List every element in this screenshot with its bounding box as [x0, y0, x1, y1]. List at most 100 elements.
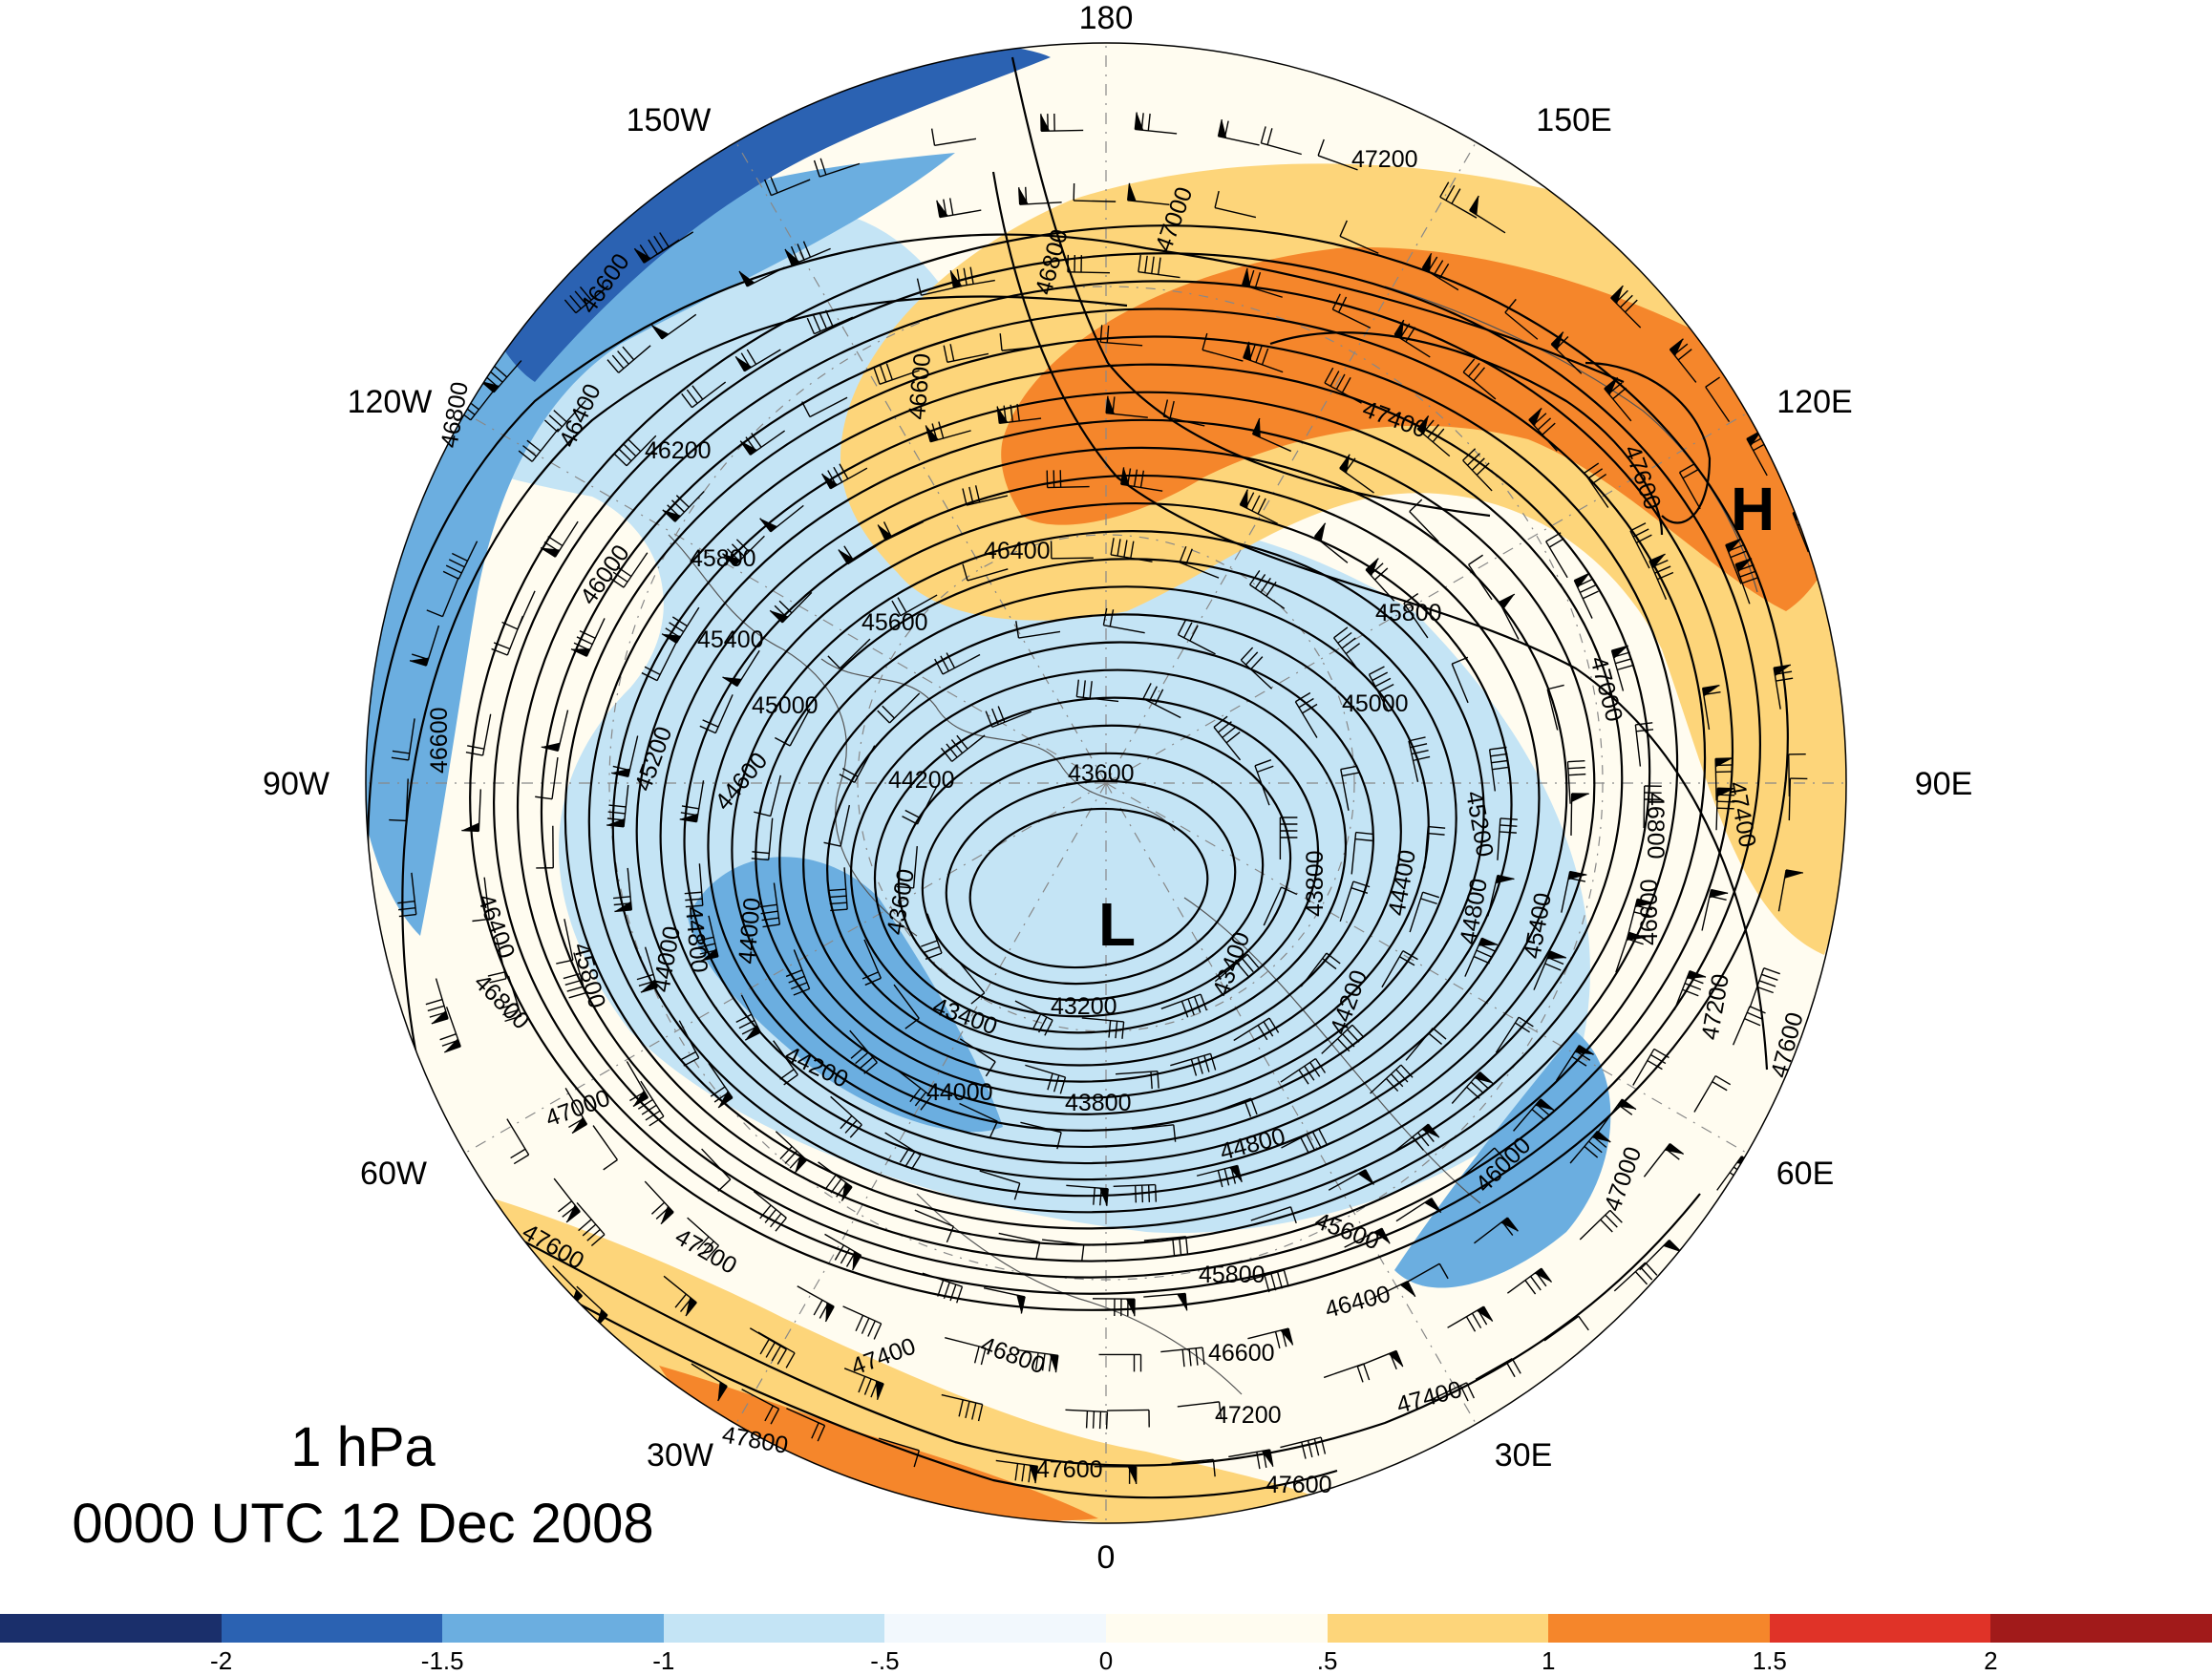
wind-barb-feather	[406, 1114, 421, 1121]
contour-label: 46200	[645, 437, 712, 464]
contour-label: 47600	[1266, 1472, 1332, 1498]
contour-label: 43800	[1302, 850, 1329, 917]
contour-label: 45000	[1342, 690, 1409, 717]
wind-barb-staff	[1861, 792, 1863, 834]
wind-barb	[368, 1004, 384, 1049]
wind-barb-feather	[1830, 595, 1846, 599]
colorbar-tick-label: -1.5	[421, 1646, 464, 1676]
wind-barb-feather	[1842, 949, 1859, 954]
wind-barb-feather	[1832, 982, 1848, 987]
wind-barb-feather	[1863, 792, 1881, 793]
colorbar-segment	[1106, 1614, 1328, 1643]
wind-barb-feather	[470, 1200, 484, 1210]
colorbar-tick-label: -2	[210, 1646, 232, 1676]
lon-label-90w: 90W	[263, 766, 330, 802]
wind-barb-feather	[1862, 812, 1880, 813]
wind-barb-feather	[402, 491, 417, 499]
wind-barb-staff	[1107, 1410, 1149, 1411]
wind-barb	[1861, 792, 1881, 834]
lon-label-0: 0	[1097, 1539, 1116, 1576]
wind-barb-feather	[1100, 1411, 1101, 1429]
wind-barb-feather	[1862, 805, 1880, 806]
contour-label: 46600	[1636, 879, 1663, 945]
colorbar-tick-label: 0	[1099, 1646, 1113, 1676]
wind-barb-feather	[466, 1195, 480, 1204]
contour-label: 46600	[1208, 1340, 1275, 1367]
wind-barb-feather	[320, 867, 337, 868]
wind-barb-staff	[1052, 558, 1094, 559]
colorbar-segment	[1548, 1614, 1770, 1643]
wind-barb-feather	[1834, 606, 1851, 610]
lon-label-150w: 150W	[627, 102, 712, 138]
wind-barb-feather	[413, 1126, 428, 1134]
wind-barb-pennant	[1800, 1051, 1819, 1059]
wind-barb-feather	[1142, 1185, 1143, 1202]
wind-barb-staff	[1837, 929, 1847, 970]
colorbar	[0, 1614, 2212, 1643]
wind-barb-staff	[345, 649, 354, 690]
wind-barb-feather	[318, 758, 335, 760]
wind-barb-pennant	[1834, 606, 1851, 619]
colorbar-tick-label: -1	[652, 1646, 674, 1676]
wind-barb	[1834, 606, 1851, 651]
wind-barb-staff	[1847, 887, 1856, 928]
colorbar-segment	[1328, 1614, 1549, 1643]
colorbar-segment	[1770, 1614, 1991, 1643]
wind-barb-feather	[1828, 994, 1844, 1000]
wind-barb-feather	[330, 680, 347, 684]
wind-barb-feather	[1856, 887, 1873, 890]
wind-barb	[1828, 588, 1846, 633]
wind-barb-staff	[335, 832, 337, 874]
wind-barb-pennant	[351, 598, 371, 605]
wind-barb-feather	[1828, 588, 1844, 592]
wind-barb	[331, 907, 351, 951]
contour-label: 47200	[1215, 1402, 1282, 1429]
wind-barb-feather	[405, 485, 420, 494]
wind-barb-pennant	[1845, 929, 1864, 938]
wind-barb	[410, 1088, 428, 1133]
wind-barb-feather	[1796, 1070, 1811, 1077]
wind-barb-feather	[334, 656, 351, 661]
wind-barb-feather	[1801, 1057, 1817, 1065]
wind-barb-feather	[330, 673, 348, 677]
wind-barb-staff	[351, 620, 363, 660]
contour-label: 45800	[690, 545, 756, 572]
contour-label: 45400	[697, 626, 764, 653]
wind-barb-pennant	[1829, 982, 1848, 989]
wind-barb-feather	[1107, 1411, 1108, 1429]
low-pressure-center: L	[1098, 890, 1136, 959]
colorbar-tick-label: 2	[1984, 1646, 1997, 1676]
contour-label: 46400	[984, 538, 1051, 564]
wind-barb-feather	[319, 752, 336, 753]
colorbar-segment	[0, 1614, 222, 1643]
lon-label-180: 180	[1079, 0, 1134, 36]
wind-barb-feather	[321, 874, 338, 875]
high-pressure-center: H	[1731, 475, 1775, 543]
lon-label-120w: 120W	[348, 384, 433, 420]
wind-barb-feather	[1853, 900, 1870, 902]
wind-barb-staff	[345, 907, 351, 948]
wind-barb-staff	[1789, 754, 1790, 796]
pressure-level-title: 1 hPa	[0, 1415, 726, 1479]
wind-barb-feather	[334, 948, 351, 951]
colorbar-tick-label: -.5	[870, 1646, 899, 1676]
contour-label: 47600	[1036, 1456, 1103, 1483]
wind-barb-feather	[1844, 943, 1861, 947]
wind-barb-feather	[409, 479, 424, 488]
wind-barb-feather	[1863, 798, 1881, 799]
wind-barb	[328, 649, 353, 690]
wind-barb-feather	[353, 594, 370, 600]
contour-label: 46800	[1642, 793, 1669, 859]
wind-barb-pennant	[474, 1199, 488, 1216]
wind-barb-feather	[1804, 1051, 1819, 1059]
wind-barb-staff	[404, 1076, 421, 1114]
wind-barb-feather	[333, 942, 351, 944]
wind-barb	[334, 620, 362, 660]
contour-label: 43600	[1068, 760, 1135, 787]
wind-barb-feather	[1855, 893, 1872, 896]
contour-label: 45000	[752, 692, 819, 719]
wind-barb-feather	[1847, 929, 1863, 934]
contour-label: 44000	[926, 1079, 993, 1106]
contour-label: 44200	[888, 767, 955, 794]
wind-barb-staff	[368, 566, 382, 605]
